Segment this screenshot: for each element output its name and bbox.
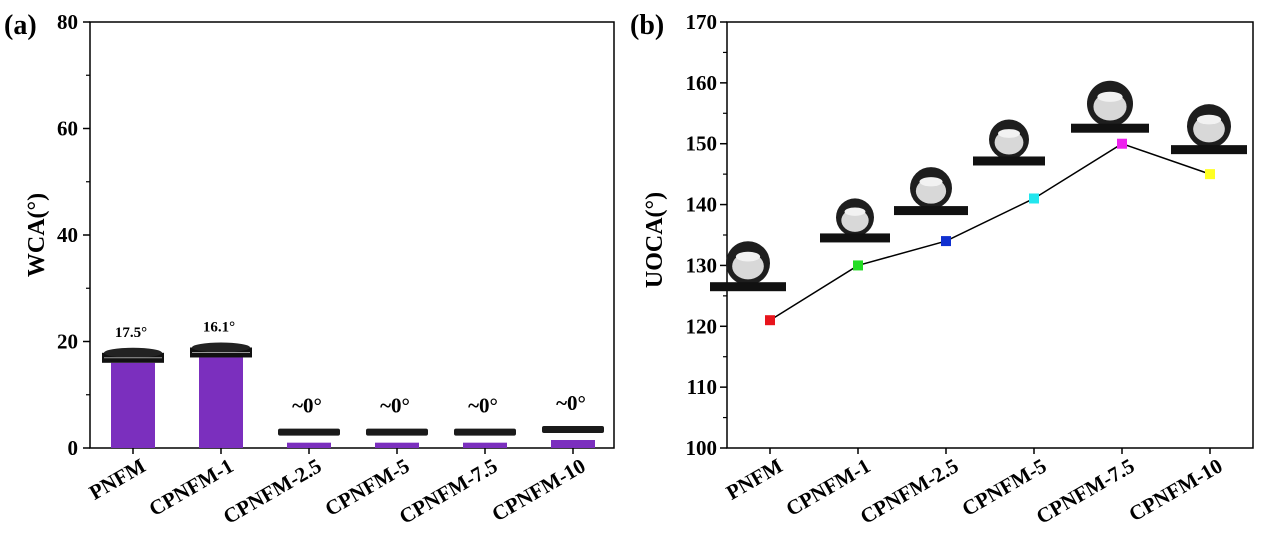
- data-point-marker: [853, 260, 863, 271]
- y-tick-label: 170: [686, 10, 718, 34]
- panel-a-annotations: 17.5° 16.1° ~0° ~0° ~0° ~0°: [115, 319, 586, 417]
- panel-b-droplet-images: [710, 80, 1247, 292]
- y-tick-label: 160: [686, 71, 718, 95]
- data-point-marker: [765, 315, 775, 326]
- panel-a-bar-chart: (a) 0 20 40 60 80 17.5° 16.1° ~0° ~0° ~0° ~0° PNF…: [4, 10, 615, 529]
- droplet-substrate: [1171, 145, 1247, 155]
- droplet-image: [973, 119, 1045, 166]
- panel-a-plot-frame: [89, 21, 615, 449]
- x-tick-label: CPNFM-10: [1125, 454, 1227, 527]
- panel-b-plot-frame: [726, 21, 1254, 449]
- droplet-image: [1171, 104, 1247, 155]
- x-tick-label: CPNFM-7.5: [1032, 454, 1138, 529]
- droplet-image: [710, 241, 786, 292]
- droplet-film: [278, 428, 340, 436]
- droplet-highlight: [919, 177, 943, 187]
- panel-a-label: (a): [4, 10, 37, 41]
- data-point-marker: [1205, 169, 1215, 180]
- bar: [375, 442, 419, 448]
- droplet-body: [104, 347, 162, 358]
- panel-b-y-ticks: 100 110 120 130 140 150 160 170: [686, 10, 727, 460]
- droplet-substrate: [1071, 123, 1149, 133]
- y-tick-label: 150: [686, 132, 718, 156]
- bar: [551, 440, 595, 448]
- bar: [199, 357, 243, 448]
- droplet-body: [192, 342, 250, 353]
- droplet-image: [1071, 80, 1149, 133]
- droplet-image: [366, 428, 428, 436]
- droplet-image: [894, 167, 968, 216]
- panel-b-series-line: [769, 142, 1211, 321]
- bar: [463, 442, 507, 448]
- data-point-marker: [1029, 193, 1039, 204]
- x-tick-label: CPNFM-10: [488, 454, 590, 527]
- contact-angle-label: 17.5°: [115, 325, 147, 341]
- y-tick-label: 140: [686, 193, 718, 217]
- droplet-substrate: [894, 206, 968, 216]
- panel-a-droplet-images: [102, 342, 604, 436]
- droplet-image: [454, 428, 516, 436]
- data-point-marker: [1117, 138, 1127, 149]
- droplet-highlight: [844, 207, 866, 216]
- droplet-image: [102, 347, 164, 363]
- y-tick-label: 120: [686, 314, 718, 338]
- series-line: [769, 142, 1211, 321]
- droplet-film: [542, 426, 604, 434]
- y-tick-label: 80: [57, 10, 78, 34]
- droplet-image: [278, 428, 340, 436]
- x-tick-label: PNFM: [85, 453, 150, 504]
- contact-angle-label: ~0°: [292, 394, 322, 418]
- bar: [287, 442, 331, 448]
- y-tick-label: 130: [686, 253, 718, 277]
- panel-b-markers: [765, 138, 1215, 326]
- droplet-substrate: [820, 233, 890, 243]
- droplet-highlight: [1097, 91, 1123, 102]
- droplet-film: [454, 428, 516, 436]
- panel-b-label: (b): [630, 10, 664, 41]
- bar: [111, 362, 155, 448]
- y-tick-label: 40: [57, 223, 78, 247]
- y-tick-label: 110: [687, 375, 717, 399]
- droplet-image: [542, 426, 604, 434]
- droplet-highlight: [1196, 114, 1222, 125]
- y-tick-label: 60: [57, 117, 78, 141]
- contact-angle-label: 16.1°: [203, 319, 235, 335]
- x-tick-label: CPNFM-2.5: [856, 454, 962, 529]
- panel-b-x-ticks: [769, 448, 1211, 454]
- panel-a-x-ticks: [132, 448, 574, 454]
- y-tick-label: 20: [57, 330, 78, 354]
- panel-a-y-axis-title: WCA(°): [24, 193, 50, 277]
- droplet-highlight: [998, 129, 1020, 138]
- x-tick-label: PNFM: [722, 453, 787, 504]
- droplet-image: [820, 198, 890, 243]
- contact-angle-label: ~0°: [380, 394, 410, 418]
- x-tick-label: CPNFM-7.5: [395, 454, 501, 529]
- droplet-image: [190, 342, 252, 358]
- data-point-marker: [941, 236, 951, 247]
- panel-a-category-labels: PNFMCPNFM-1CPNFM-2.5CPNFM-5CPNFM-7.5CPNF…: [85, 453, 590, 528]
- x-tick-label: CPNFM-2.5: [219, 454, 325, 529]
- droplet-film: [366, 428, 428, 436]
- y-tick-label: 0: [68, 436, 79, 460]
- droplet-highlight: [735, 251, 761, 262]
- panel-a-y-ticks: 0 20 40 60 80: [57, 10, 90, 460]
- contact-angle-label: ~0°: [468, 394, 498, 418]
- droplet-substrate: [973, 156, 1045, 166]
- contact-angle-label: ~0°: [556, 391, 586, 415]
- droplet-substrate: [710, 282, 786, 292]
- panel-b-category-labels: PNFMCPNFM-1CPNFM-2.5CPNFM-5CPNFM-7.5CPNF…: [722, 453, 1227, 528]
- panel-a-bars: [111, 357, 595, 448]
- panel-b-y-axis-title: UOCA(°): [642, 192, 668, 288]
- y-tick-label: 100: [686, 436, 718, 460]
